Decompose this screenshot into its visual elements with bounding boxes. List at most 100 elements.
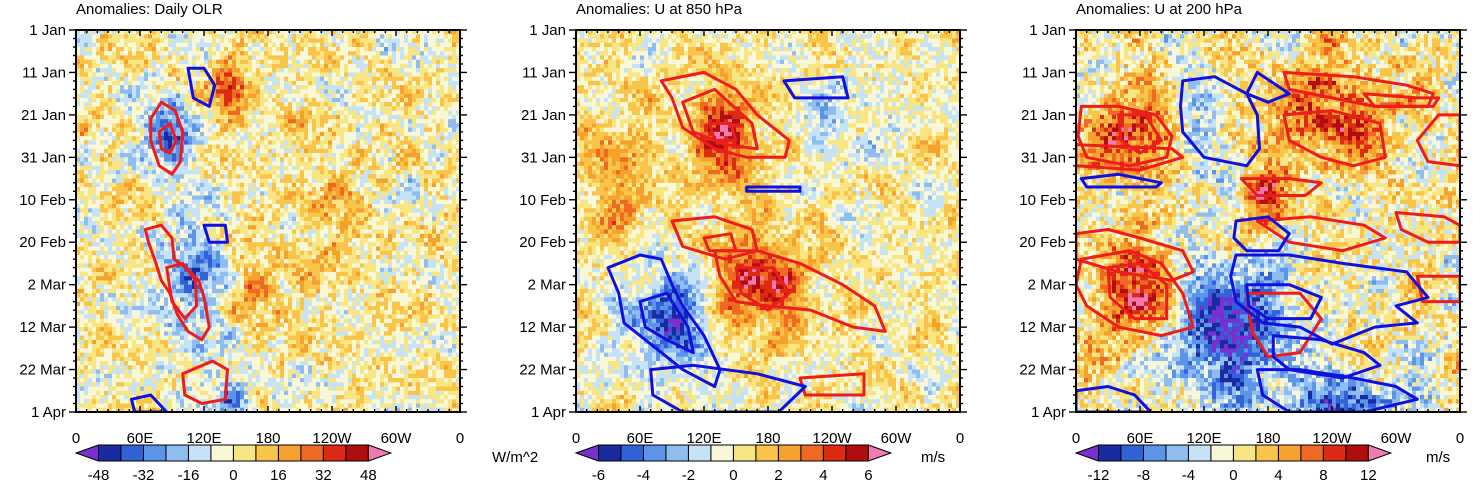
suppressed-contour-22 [1271,334,1382,380]
x-tick-label: 0 [572,430,580,447]
suppressed-contour-23 [1255,368,1419,412]
x-tick-label: 60W [1381,430,1413,447]
x-tick-label: 60W [881,430,913,447]
enhanced-contour-5 [181,359,229,405]
suppressed-contour-24 [1076,385,1153,412]
colorbar-swatch [345,444,369,462]
suppressed-contour-20 [1229,253,1430,346]
colorbar-swatch [1232,444,1257,462]
colorbar: -48 -32 -16 0 16 32 48 W/m^2 [74,444,538,484]
colorbar-units: W/m^2 [492,449,538,466]
colorbar-label: 4 [1274,467,1282,484]
x-tick-label: 120W [312,430,352,447]
x-tick-label: 180 [255,430,280,447]
y-tick-label: 11 Jan [22,64,66,81]
enhanced-contour-1 [1076,104,1174,168]
anomaly-field [576,30,960,412]
y-tick-label: 22 Mar [519,362,566,379]
y-tick-label: 22 Mar [19,362,66,379]
enhanced-contour-10 [1076,249,1195,338]
y-tick-label: 2 Mar [528,277,566,294]
enhanced-contour-8 [1239,177,1323,197]
y-tick-label: 10 Feb [1019,192,1066,209]
x-tick-label: 120E [686,430,721,447]
colorbar-label: -4 [1182,467,1195,484]
colorbar: -6 -4 -2 0 2 4 6 m/s [574,444,945,484]
x-tick-label: 120E [1186,430,1221,447]
enhanced-contour-7 [734,266,791,312]
enhanced-contour-7 [1415,113,1460,168]
colorbar-swatch [210,444,234,462]
colorbar-swatch [822,444,847,462]
x-tick-label: 120W [812,430,852,447]
y-tick-label: 20 Feb [1019,234,1066,251]
colorbar-label: 48 [360,467,377,484]
x-tick-label: 0 [456,430,464,447]
contour-overlay [606,70,887,412]
y-tick-label: 1 Apr [1031,404,1066,421]
contour-overlay [130,66,229,412]
colorbar-label: 4 [819,467,827,484]
colorbar-label: -4 [637,467,650,484]
contour-overlay [1076,70,1460,412]
y-tick-label: 10 Feb [519,192,566,209]
colorbar-swatch [322,444,347,462]
suppressed-contour-6 [186,66,217,108]
y-tick-label: 2 Mar [1028,277,1066,294]
suppressed-contour-8 [130,393,169,412]
colorbar-swatch [845,444,869,462]
colorbar-swatch [800,444,824,462]
colorbar-swatch [300,444,324,462]
y-tick-label: 31 Jan [21,149,66,166]
suppressed-contour-12 [638,291,695,355]
colorbar-swatch [97,444,122,462]
colorbar-label: 8 [1319,467,1327,484]
colorbar-label: 2 [774,467,782,484]
colorbar-label: 0 [729,467,737,484]
x-tick-label: 120E [186,430,221,447]
colorbar-swatch [277,444,302,462]
colorbar-swatch [1277,444,1302,462]
enhanced-contour-15 [1415,274,1460,304]
suppressed-contour-13 [649,363,807,412]
y-tick-label: 1 Jan [1029,22,1066,39]
colorbar-swatch [732,444,757,462]
colorbar-swatch [597,444,622,462]
colorbar-swatch [665,444,689,462]
colorbar-swatch [1187,444,1212,462]
colorbar-swatch [142,444,167,462]
colorbar-units: m/s [921,449,945,466]
colorbar-swatch [755,444,779,462]
y-tick-label: 22 Mar [1019,362,1066,379]
colorbar-swatch [1120,444,1144,462]
y-tick-label: 11 Jan [1022,64,1066,81]
enhanced-contour-5 [1282,109,1387,168]
enhanced-contour-2 [681,87,759,151]
enhanced-contour-4 [165,261,198,321]
y-tick-label: 21 Jan [1021,107,1066,124]
y-tick-label: 20 Feb [519,234,566,251]
colorbar-swatch [1142,444,1167,462]
colorbar-label: -6 [592,467,605,484]
enhanced-contour-14 [1245,291,1323,359]
colorbar-swatch [1322,444,1347,462]
x-tick-label: 0 [72,430,80,447]
enhanced-contour-6 [1362,92,1441,108]
colorbar-swatch [867,444,893,462]
colorbar-swatch [1367,444,1393,462]
y-tick-label: 1 Apr [531,404,566,421]
colorbar-swatch [1300,444,1324,462]
colorbar-swatch [620,444,644,462]
y-tick-label: 12 Mar [19,319,66,336]
colorbar-swatch [187,444,212,462]
ticks [569,29,967,413]
anomaly-field [76,30,460,412]
suppressed-contour-16 [1179,75,1261,168]
x-tick-label: 60W [381,430,413,447]
y-tick-label: 12 Mar [1019,319,1066,336]
x-tick-label: 60E [127,430,154,447]
y-tick-label: 10 Feb [19,192,66,209]
y-tick-label: 20 Feb [19,234,66,251]
